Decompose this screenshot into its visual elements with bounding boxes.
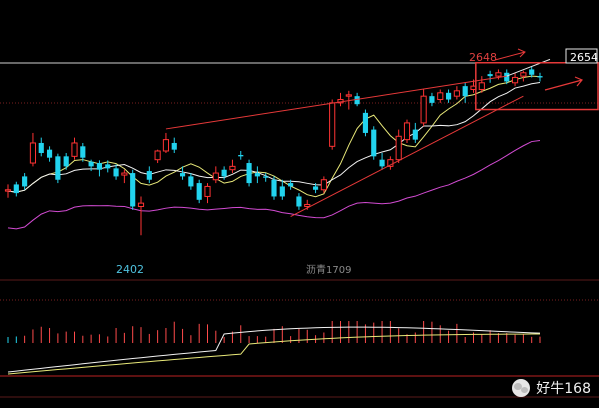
support-trendline	[290, 95, 524, 217]
candle-body	[121, 172, 128, 176]
macd-dif-line	[7, 326, 541, 373]
candle-body	[504, 72, 510, 82]
trend-arrow	[544, 76, 583, 91]
candle-body	[38, 142, 44, 153]
candle-body	[520, 72, 527, 77]
candle-body	[379, 159, 385, 167]
candle-body	[80, 146, 86, 158]
candle-body	[387, 159, 394, 167]
candle-body	[154, 150, 161, 161]
top-arrow	[494, 48, 526, 61]
candle-body	[304, 203, 311, 207]
candle-body	[4, 189, 12, 192]
watermark-text: 好牛168	[536, 381, 591, 397]
candle-body	[529, 69, 535, 75]
candle-body	[29, 142, 37, 164]
candle-body	[420, 95, 427, 124]
candle-body	[162, 139, 170, 152]
candle-body	[403, 122, 411, 141]
candle-body	[137, 202, 145, 207]
candle-body	[113, 168, 119, 177]
candle-body	[395, 135, 402, 161]
candle-body	[412, 129, 418, 140]
annotations-group	[165, 48, 599, 217]
wechat-icon	[512, 379, 531, 397]
low-price-label: 2402	[116, 263, 144, 276]
candle-body	[229, 165, 236, 171]
candle-body	[437, 92, 444, 101]
candle-body	[96, 163, 103, 170]
candle-body	[13, 184, 19, 194]
ma-line-magenta	[7, 140, 541, 230]
candle-body	[478, 82, 485, 90]
resistance-trendline	[165, 75, 507, 130]
candle-body	[279, 186, 285, 197]
candle-body	[63, 156, 69, 167]
candle-body	[511, 76, 519, 84]
watermark: 好牛168	[512, 378, 591, 398]
candle-body	[320, 179, 327, 191]
candle-body	[88, 161, 94, 167]
high-price-label: 2648	[469, 51, 497, 64]
price-label-box	[565, 48, 598, 64]
candle-body	[288, 183, 294, 187]
candle-body	[453, 90, 460, 97]
candle-body	[46, 149, 53, 158]
highlight-box	[475, 61, 599, 111]
macd-dea-line	[7, 333, 541, 375]
candle-body	[371, 129, 377, 157]
candle-body	[537, 76, 543, 78]
candle-body	[263, 176, 269, 178]
candle-body	[354, 96, 360, 105]
candle-body	[130, 173, 136, 207]
candle-body	[71, 142, 78, 157]
candle-body	[188, 176, 194, 187]
candle-body	[312, 186, 319, 190]
candle-body	[429, 96, 435, 103]
candle-body	[495, 72, 502, 77]
candle-body	[462, 86, 468, 97]
candle-body	[329, 102, 336, 147]
candle-body	[362, 112, 369, 133]
macd-panel	[7, 321, 541, 375]
candle-body	[212, 172, 219, 181]
price-label-right: 2654	[570, 51, 598, 64]
candle-body	[171, 142, 177, 150]
candle-body	[445, 92, 452, 100]
ma-line-yellow	[7, 75, 541, 198]
candle-body	[487, 74, 493, 77]
candle-body	[196, 183, 202, 200]
candle-body	[179, 173, 186, 177]
candle-body	[105, 164, 111, 169]
candle-body	[55, 156, 61, 180]
candle-body	[221, 169, 227, 177]
candles-group	[4, 66, 543, 236]
candle-body	[22, 176, 28, 187]
candle-body	[296, 196, 302, 207]
candle-body	[246, 163, 252, 184]
candle-body	[345, 94, 352, 97]
candle-body	[238, 155, 244, 157]
candle-body	[271, 179, 277, 197]
instrument-label: 沥青1709	[306, 263, 351, 276]
candle-body	[146, 171, 152, 180]
candle-body	[254, 173, 260, 177]
candle-body	[204, 185, 211, 197]
